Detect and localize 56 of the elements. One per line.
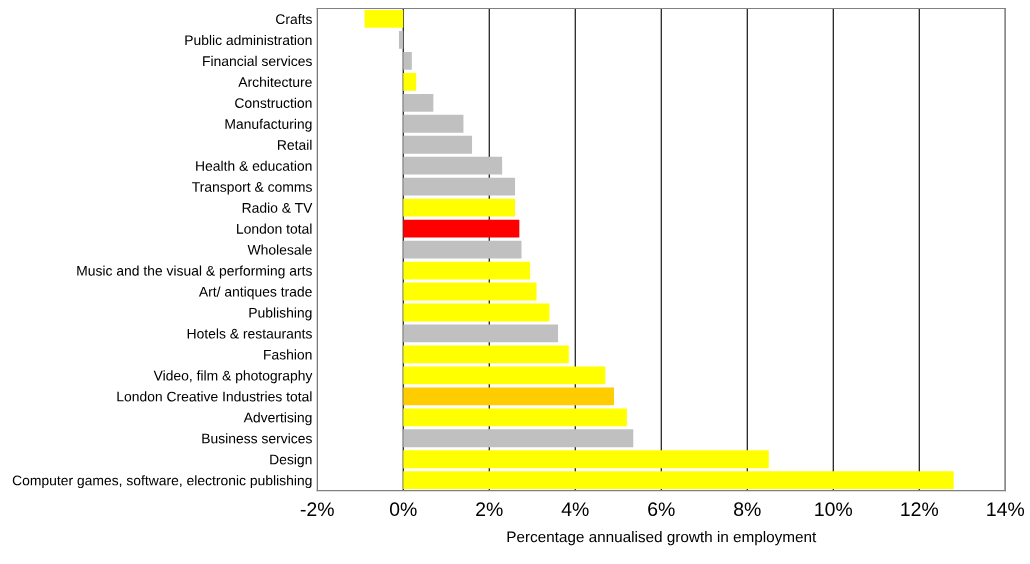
y-tick-label: Health & education [196,160,312,171]
y-tick-label: Manufacturing [225,118,312,132]
y-tick-label: Radio & TV [242,202,313,213]
bar [403,135,473,154]
bar [403,408,627,427]
x-tick-label: 0% [389,502,417,517]
x-tick-label: 14% [987,502,1025,516]
x-tick-label: 8% [734,502,761,517]
bar [403,219,520,238]
bar [403,345,569,364]
x-tick-label: 12% [901,502,939,516]
y-tick-label: Computer games, software, electronic publishing [12,475,312,489]
bar [403,51,412,70]
bar [403,261,531,280]
y-tick-label: Construction [235,97,312,108]
y-tick-label: London Creative Industries total [117,391,312,402]
y-tick-label: Business services [202,433,312,444]
y-tick-label: Art/ antiques trade [198,286,312,300]
bar [403,324,559,343]
bar [403,156,503,175]
y-tick-label: Financial services [203,55,312,67]
y-tick-label: Design [270,454,312,468]
y-tick-label: Publishing [249,307,312,321]
x-tick-label: 6% [648,502,675,517]
bar [403,303,550,322]
y-tick-label: Crafts [276,13,312,25]
y-tick-label: Retail [278,139,312,150]
x-tick-label: 2% [476,502,503,516]
y-tick-label: Wholesale [247,244,312,255]
x-tick-label: 4% [561,502,589,516]
bar [403,177,516,196]
bar [403,366,606,385]
x-tick-label: 10% [815,502,853,517]
bar [403,93,434,112]
bar [403,198,516,217]
y-tick-label: Video, film & photography [153,370,313,384]
bar [403,240,522,259]
y-tick-label: Music and the visual & performing arts [77,265,312,279]
bar [398,31,404,49]
bar [403,450,769,469]
y-tick-label: Hotels & restaurants [187,328,312,339]
bar [403,114,464,133]
bar [403,72,417,91]
bar [403,429,634,448]
bar [403,387,614,406]
bar [403,471,954,490]
y-tick-label: Fashion [264,349,312,360]
x-axis-title: Percentage annualised growth in employment [507,531,817,546]
y-tick-label: Advertising [243,412,312,426]
y-tick-label: Architecture [238,76,312,88]
x-tick-label: -2% [300,502,334,516]
bar [403,282,537,301]
y-tick-label: Public administration [185,34,312,46]
y-tick-label: Transport & comms [192,182,312,195]
bar [364,10,404,28]
y-tick-label: London total [237,223,312,234]
